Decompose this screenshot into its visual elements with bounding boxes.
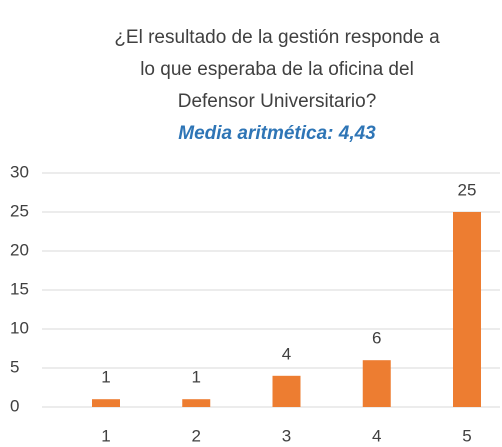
y-tick-label: 15 [10,279,29,298]
y-tick-label: 30 [10,162,29,181]
chart-title-line: ¿El resultado de la gestión responde a [114,27,440,48]
x-tick-label: 1 [101,426,110,445]
chart-title-line: Defensor Universitario? [178,91,377,112]
data-label: 6 [372,329,381,348]
data-label: 4 [282,344,291,363]
x-tick-label: 3 [282,426,291,445]
bar [362,360,391,407]
data-label: 1 [192,368,201,387]
y-tick-label: 25 [10,201,29,220]
chart-title-line: lo que esperaba de la oficina del [140,59,414,80]
chart-subtitle: Media aritmética: 4,43 [178,123,376,144]
data-label: 25 [458,180,477,199]
x-tick-label: 5 [462,426,471,445]
bar [182,399,211,407]
bar [272,375,301,407]
y-tick-label: 0 [10,396,19,415]
x-tick-label: 2 [192,426,201,445]
y-tick-label: 20 [10,240,29,259]
y-tick-label: 5 [10,357,19,376]
data-label: 1 [101,368,110,387]
bar [92,399,120,407]
x-tick-label: 4 [372,426,381,445]
bar [453,212,481,407]
y-tick-label: 10 [10,318,29,337]
